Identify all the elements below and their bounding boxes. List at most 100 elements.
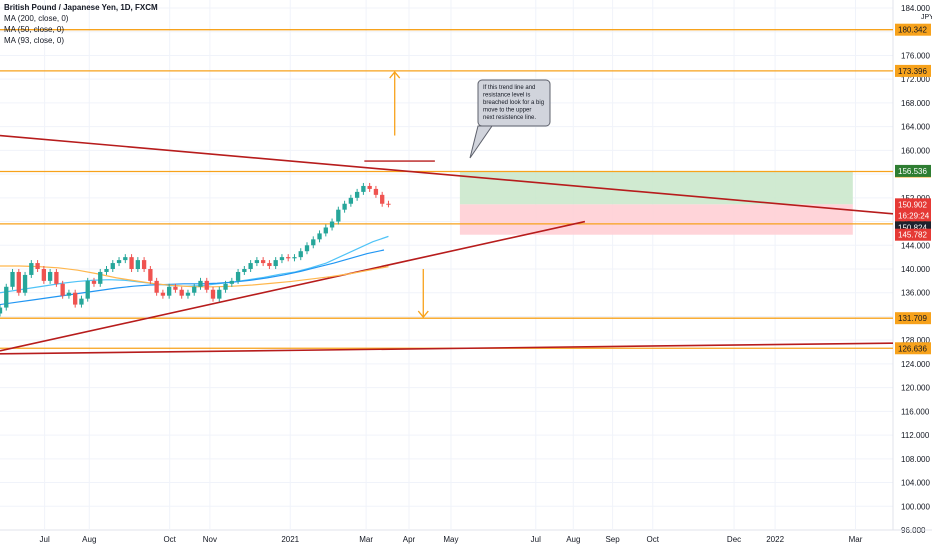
candle — [223, 283, 228, 290]
y-tick-label: 160.000 — [901, 146, 930, 155]
y-tick-label: 116.000 — [901, 407, 930, 416]
candle — [135, 260, 140, 269]
y-tick-label: 112.000 — [901, 431, 930, 440]
candle — [317, 233, 322, 240]
level-badge-label: 173.396 — [898, 67, 927, 76]
candle — [41, 269, 47, 281]
candle — [148, 269, 153, 281]
candle — [323, 227, 328, 234]
candle — [167, 286, 172, 296]
candle — [348, 197, 354, 204]
candle — [373, 188, 379, 195]
x-tick-label: May — [443, 535, 458, 544]
y-tick-label: 124.000 — [901, 360, 930, 369]
chart-title: British Pound / Japanese Yen, 1D, FXCM — [4, 3, 158, 12]
candle — [229, 280, 234, 284]
candle — [354, 191, 360, 198]
candle — [273, 260, 278, 267]
x-tick-label: Dec — [727, 535, 741, 544]
candle — [29, 263, 34, 275]
candle — [367, 185, 372, 189]
x-tick-label: Sep — [605, 535, 620, 544]
y-tick-label: 144.000 — [901, 241, 930, 250]
candle — [98, 271, 103, 284]
up-arrow-head — [389, 71, 401, 79]
candle — [79, 298, 84, 305]
candle — [242, 269, 247, 272]
candle — [129, 257, 134, 269]
indicator-ma200[interactable]: MA (200, close, 0) — [4, 14, 69, 23]
y-tick-label: 164.000 — [901, 123, 930, 132]
y-tick-label: 176.000 — [901, 51, 930, 60]
y-tick-label: 152.000 — [901, 194, 930, 203]
candle — [198, 280, 203, 287]
x-tick-label: Aug — [82, 535, 96, 544]
indicator-ma93[interactable]: MA (93, close, 0) — [4, 36, 65, 45]
level-badge — [895, 64, 931, 77]
candle — [35, 263, 40, 269]
price-badge — [895, 164, 931, 177]
price-badge-label: 150.902 — [898, 200, 927, 209]
level-badge-label: 131.709 — [898, 314, 927, 323]
price-badge-label: 156.536 — [898, 167, 927, 176]
candle — [91, 280, 97, 284]
candle — [160, 292, 166, 296]
y-tick-label: 100.000 — [901, 502, 930, 511]
candle — [248, 263, 253, 269]
price-badge — [895, 228, 931, 241]
candle — [185, 292, 191, 296]
candle — [386, 203, 391, 205]
x-tick-label: 2021 — [281, 535, 299, 544]
annotation-text: If this trend line and resistance level i… — [483, 85, 544, 121]
candle — [116, 260, 122, 264]
candle — [311, 239, 316, 246]
candle — [279, 257, 285, 261]
candle — [104, 269, 109, 272]
x-tick-label: Oct — [647, 535, 660, 544]
candle — [336, 209, 341, 222]
level-badge — [895, 23, 931, 36]
x-tick-label: Mar — [359, 535, 373, 544]
x-tick-label: Mar — [849, 535, 863, 544]
candle — [235, 271, 241, 281]
level-badge — [895, 342, 931, 355]
candle — [210, 289, 216, 299]
x-tick-label: Apr — [403, 535, 416, 544]
y-tick-label: 120.000 — [901, 384, 930, 393]
indicator-ma50[interactable]: MA (50, close, 0) — [4, 25, 65, 34]
candle — [66, 292, 72, 296]
price-badge-label: 150.824 — [898, 223, 927, 232]
y-tick-label: 108.000 — [901, 455, 930, 464]
candle — [217, 289, 222, 299]
annotation-callout — [477, 79, 551, 127]
candle — [361, 185, 366, 192]
candle — [254, 260, 260, 264]
candle — [123, 257, 128, 261]
candle — [60, 283, 65, 296]
level-badge-label: 126.636 — [898, 344, 927, 353]
x-tick-label: Jul — [40, 535, 50, 544]
candle — [329, 221, 335, 228]
x-tick-label: Aug — [566, 535, 580, 544]
candle — [141, 260, 147, 269]
candle — [298, 251, 303, 258]
candle — [380, 194, 385, 204]
candle — [342, 203, 347, 210]
down-arrow-head — [417, 310, 429, 319]
y-tick-label: 168.000 — [901, 99, 930, 108]
candle — [292, 257, 297, 259]
x-tick-label: 2022 — [766, 535, 784, 544]
x-tick-label: Nov — [203, 535, 217, 544]
loss-zone — [459, 204, 853, 235]
y-tick-label: 172.000 — [901, 75, 930, 84]
candle — [85, 280, 90, 299]
candle — [260, 260, 266, 264]
level-badge-label: 180.342 — [898, 26, 927, 35]
candle — [304, 245, 310, 252]
candle — [286, 257, 291, 259]
candle — [22, 274, 28, 293]
y-tick-label: 184.000 — [901, 4, 930, 13]
y-tick-label: 140.000 — [901, 265, 930, 274]
